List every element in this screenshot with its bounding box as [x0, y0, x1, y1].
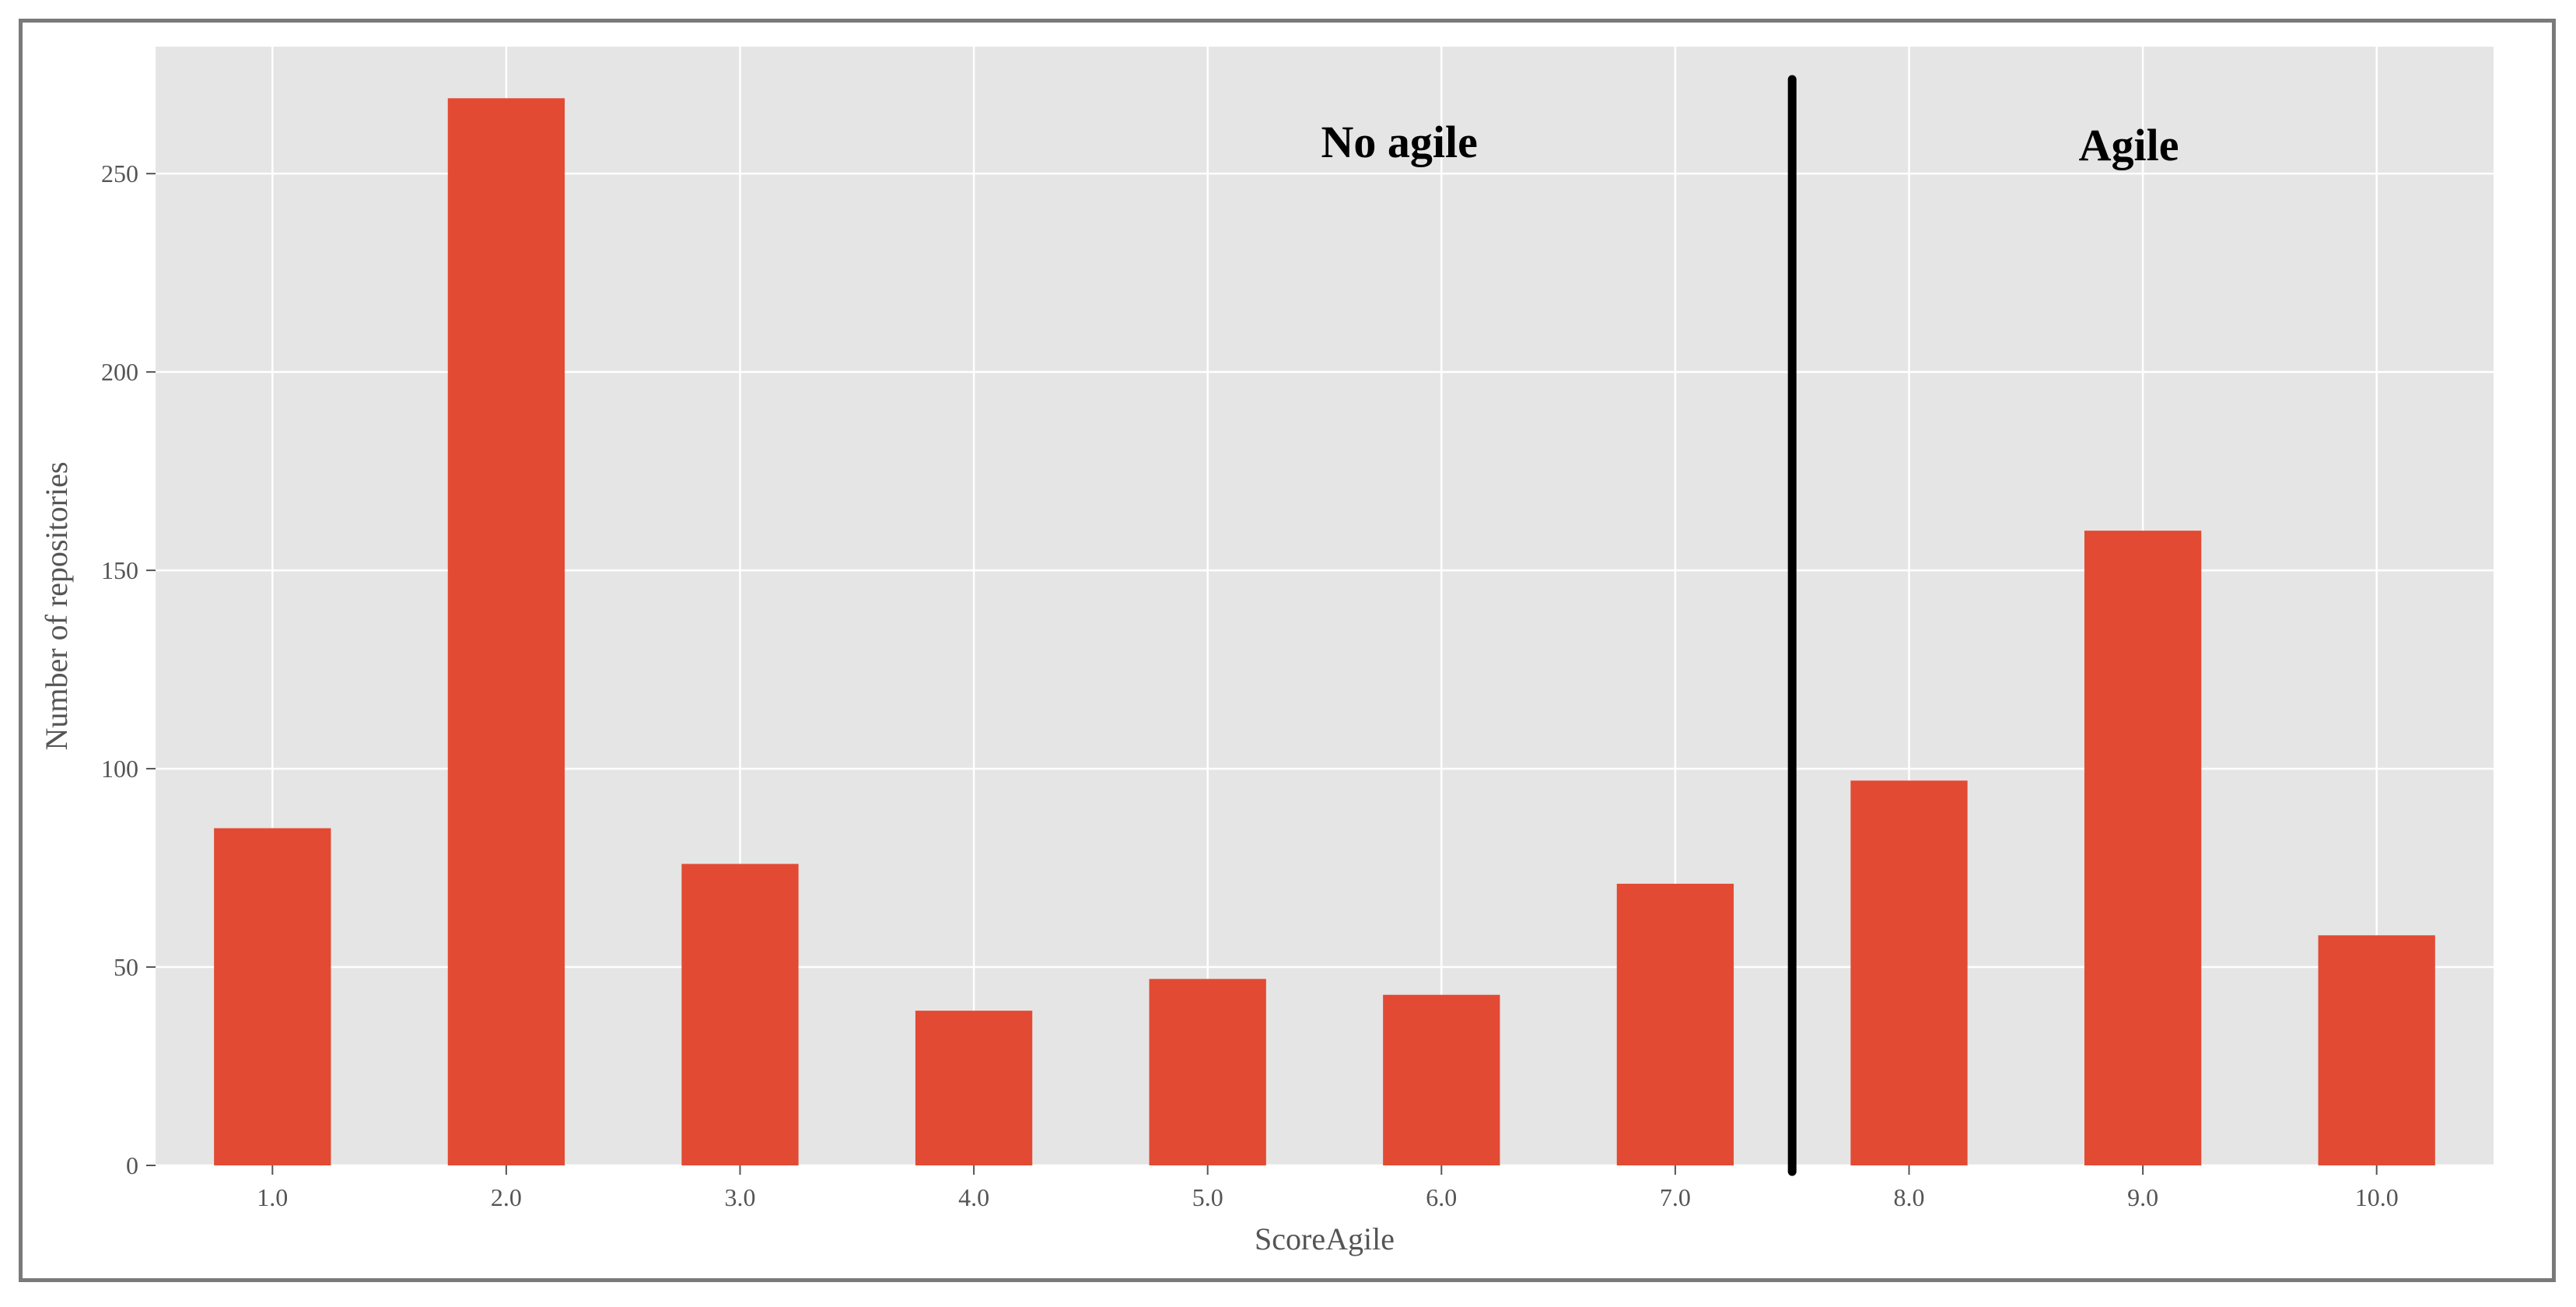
bar-9.0: [2084, 531, 2202, 1165]
x-tick-label: 10.0: [2355, 1183, 2399, 1211]
bar-7.0: [1616, 883, 1734, 1165]
bar-2.0: [447, 98, 565, 1166]
x-tick-label: 8.0: [1894, 1183, 1925, 1211]
bars: [214, 98, 2435, 1166]
x-tick-label: 9.0: [2127, 1183, 2158, 1211]
bar-4.0: [915, 1011, 1033, 1165]
x-tick-label: 6.0: [1426, 1183, 1457, 1211]
x-tick-label: 7.0: [1660, 1183, 1691, 1211]
x-tick-label: 3.0: [725, 1183, 756, 1211]
bar-5.0: [1149, 979, 1266, 1165]
x-tick-label: 1.0: [257, 1183, 288, 1211]
bar-1.0: [214, 828, 331, 1165]
y-tick-label: 100: [101, 755, 138, 783]
bar-3.0: [681, 864, 799, 1165]
bar-6.0: [1383, 994, 1500, 1165]
agile-label: Agile: [2079, 120, 2179, 170]
y-tick-label: 250: [101, 159, 138, 187]
x-axis-title: ScoreAgile: [1255, 1221, 1395, 1256]
bar-10.0: [2318, 935, 2435, 1165]
y-tick-label: 0: [126, 1151, 138, 1179]
y-axis-title: Number of repositories: [39, 461, 74, 750]
y-tick-label: 200: [101, 358, 138, 386]
no-agile-label: No agile: [1321, 117, 1478, 167]
y-tick-label: 50: [114, 953, 138, 981]
bar-8.0: [1850, 780, 1968, 1165]
x-tick-label: 2.0: [491, 1183, 522, 1211]
y-tick-label: 150: [101, 556, 138, 584]
x-tick-label: 4.0: [958, 1183, 989, 1211]
y-axis: 0 50 100 150 200 250: [101, 159, 156, 1179]
x-tick-label: 5.0: [1192, 1183, 1223, 1211]
x-axis: 1.0 2.0 3.0 4.0 5.0 6.0 7.0 8.0 9.0 10.0: [257, 1165, 2399, 1211]
